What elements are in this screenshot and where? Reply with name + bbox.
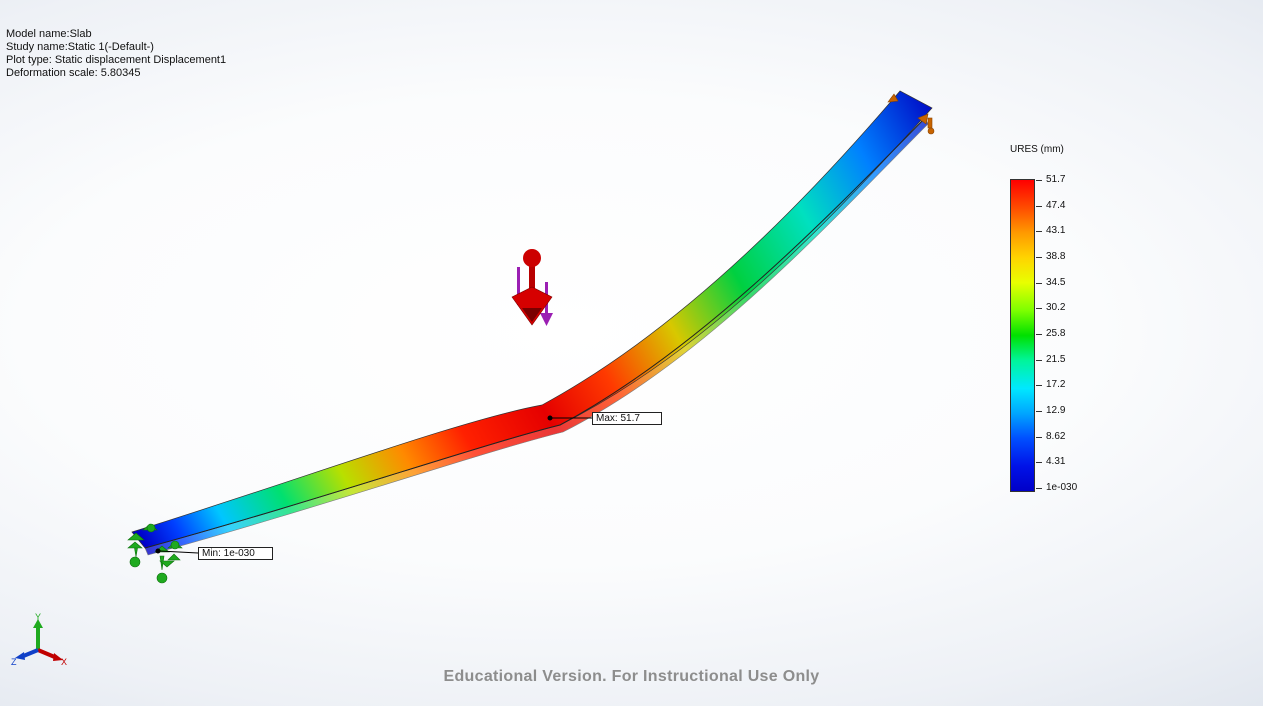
legend-label: 8.62 (1046, 430, 1066, 442)
max-callout[interactable]: Max: 51.7 (592, 412, 662, 425)
triad-x-label: X (61, 657, 67, 667)
legend-tick (1036, 180, 1042, 181)
legend-tick (1036, 488, 1042, 489)
beam-edge-line (144, 117, 926, 549)
min-leader-line (159, 550, 199, 554)
legend-tick (1036, 462, 1042, 464)
legend-label: 21.5 (1046, 353, 1066, 365)
fixture-icon[interactable] (127, 523, 183, 584)
model-name-text: Model name:Slab (6, 28, 92, 40)
legend-tick (1036, 205, 1042, 207)
legend-label: 17.2 (1046, 379, 1066, 391)
triad-z-label: Z (11, 657, 17, 667)
study-name-text: Study name:Static 1(-Default-) (6, 41, 154, 53)
legend-tick (1036, 385, 1042, 387)
legend-label: 43.1 (1046, 225, 1066, 237)
load-arrow-icon[interactable] (511, 249, 553, 326)
watermark-text: Educational Version. For Instructional U… (443, 668, 820, 685)
legend-label: 12.9 (1046, 405, 1066, 416)
legend-tick (1036, 231, 1042, 233)
legend-label: 51.7 (1046, 174, 1066, 185)
legend-tick (1036, 334, 1042, 335)
legend-label: 25.8 (1046, 328, 1066, 339)
min-marker (155, 548, 161, 554)
max-marker (547, 415, 553, 421)
legend-tick (1036, 308, 1042, 310)
legend-label: 38.8 (1046, 251, 1066, 262)
legend-label: 1e-030 (1046, 482, 1078, 493)
legend-tick (1036, 411, 1042, 412)
legend-tick (1036, 359, 1042, 361)
legend-label: 34.5 (1046, 276, 1066, 288)
plot-type-text: Plot type: Static displacement Displacem… (6, 54, 227, 66)
coordinate-triad-icon[interactable]: Y X Z (11, 612, 67, 667)
legend-label: 47.4 (1046, 199, 1066, 211)
min-callout[interactable]: Min: 1e-030 (198, 547, 273, 560)
legend-tick (1036, 282, 1042, 284)
legend-tick (1036, 257, 1042, 258)
plot-info-header: Model name:Slab Study name:Static 1(-Def… (6, 28, 226, 80)
legend-tick (1036, 436, 1042, 438)
legend-label: 4.31 (1046, 456, 1066, 468)
legend-color-bar[interactable] (1010, 179, 1035, 492)
deformation-scale-text: Deformation scale: 5.80345 (6, 67, 141, 79)
roller-support-icon[interactable] (887, 93, 935, 135)
legend-label: 30.2 (1046, 302, 1066, 314)
beam-side-face[interactable] (144, 117, 929, 556)
legend-title: URES (mm) (1010, 144, 1064, 155)
triad-y-label: Y (35, 612, 41, 622)
